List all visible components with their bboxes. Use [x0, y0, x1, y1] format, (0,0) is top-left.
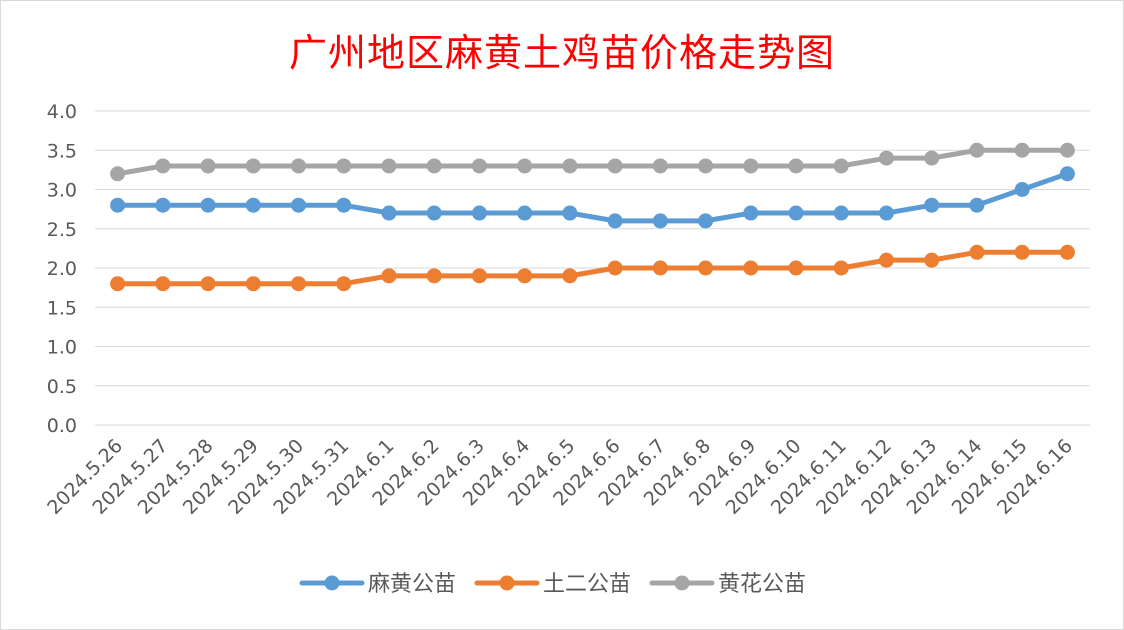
data-point — [426, 268, 442, 284]
data-point — [652, 260, 668, 276]
data-point — [969, 244, 985, 260]
data-point — [200, 276, 216, 292]
data-point — [607, 213, 623, 229]
data-point — [245, 158, 261, 174]
data-point — [1014, 142, 1030, 158]
data-point — [833, 260, 849, 276]
data-point — [788, 158, 804, 174]
legend-label: 土二公苗 — [543, 572, 631, 597]
data-point — [607, 260, 623, 276]
data-point — [291, 197, 307, 213]
data-point — [336, 276, 352, 292]
data-point — [381, 158, 397, 174]
data-point — [788, 205, 804, 221]
data-point — [833, 205, 849, 221]
data-point — [698, 213, 714, 229]
series-1 — [110, 166, 1075, 229]
data-point — [291, 158, 307, 174]
y-tick-label: 2.0 — [47, 258, 77, 280]
data-point — [381, 268, 397, 284]
data-point — [924, 252, 940, 268]
data-point — [200, 197, 216, 213]
data-point — [562, 205, 578, 221]
data-point — [245, 197, 261, 213]
gridlines — [95, 110, 1090, 426]
series-line — [115, 249, 1070, 287]
data-point — [1059, 244, 1075, 260]
data-point — [1014, 244, 1030, 260]
data-point — [110, 166, 126, 182]
data-point — [336, 158, 352, 174]
data-point — [607, 158, 623, 174]
data-point — [743, 158, 759, 174]
legend-item: 土二公苗 — [474, 572, 631, 597]
legend-marker — [499, 575, 515, 591]
data-point — [1014, 182, 1030, 197]
legend-marker — [674, 575, 690, 591]
data-point — [381, 205, 397, 221]
data-point — [652, 213, 668, 229]
data-point — [517, 158, 533, 174]
data-point — [924, 197, 940, 213]
data-point — [426, 158, 442, 174]
legend-item: 黄花公苗 — [649, 572, 806, 597]
data-point — [743, 260, 759, 276]
y-tick-label: 1.0 — [47, 337, 77, 359]
data-point — [698, 260, 714, 276]
data-point — [471, 205, 487, 221]
legend-label: 黄花公苗 — [718, 572, 806, 597]
data-point — [155, 197, 171, 213]
data-point — [471, 268, 487, 284]
x-axis-ticks: 2024.5.262024.5.272024.5.282024.5.292024… — [43, 435, 1077, 519]
data-point — [426, 205, 442, 221]
y-tick-label: 3.0 — [47, 180, 77, 202]
data-point — [1059, 142, 1075, 158]
legend: 麻黄公苗 土二公苗 黄花公苗 — [299, 572, 806, 597]
y-tick-label: 4.0 — [47, 101, 77, 123]
data-point — [878, 150, 894, 166]
data-point — [110, 276, 126, 292]
series-line — [115, 147, 1070, 177]
data-point — [155, 158, 171, 174]
legend-marker — [324, 575, 340, 591]
data-point — [336, 197, 352, 213]
data-point — [743, 205, 759, 221]
data-point — [155, 276, 171, 292]
legend-item: 麻黄公苗 — [299, 572, 456, 597]
data-point — [245, 276, 261, 292]
data-point — [562, 268, 578, 284]
y-axis-ticks: 0.0 0.5 1.0 1.5 2.0 2.5 3.0 3.5 4.0 — [47, 101, 77, 437]
data-point — [652, 158, 668, 174]
y-tick-label: 3.5 — [47, 140, 77, 162]
data-point — [517, 205, 533, 221]
data-point — [833, 158, 849, 174]
y-tick-label: 2.5 — [47, 219, 77, 241]
y-tick-label: 0.0 — [47, 415, 77, 437]
data-point — [924, 150, 940, 166]
data-point — [562, 158, 578, 174]
data-point — [788, 260, 804, 276]
data-point — [969, 142, 985, 158]
data-point — [878, 252, 894, 268]
data-point — [878, 205, 894, 221]
data-point — [969, 197, 985, 213]
series-lines — [110, 142, 1075, 292]
chart-title: 广州地区麻黄土鸡苗价格走势图 — [288, 31, 835, 75]
data-point — [1059, 166, 1075, 182]
data-point — [471, 158, 487, 174]
legend-label: 麻黄公苗 — [368, 572, 456, 597]
data-point — [698, 158, 714, 174]
data-point — [517, 268, 533, 284]
data-point — [110, 197, 126, 213]
y-tick-label: 0.5 — [47, 376, 77, 398]
data-point — [291, 276, 307, 292]
series-line — [115, 171, 1070, 224]
y-tick-label: 1.5 — [47, 297, 77, 319]
data-point — [200, 158, 216, 174]
series-3 — [110, 142, 1075, 182]
series-2 — [110, 244, 1075, 292]
